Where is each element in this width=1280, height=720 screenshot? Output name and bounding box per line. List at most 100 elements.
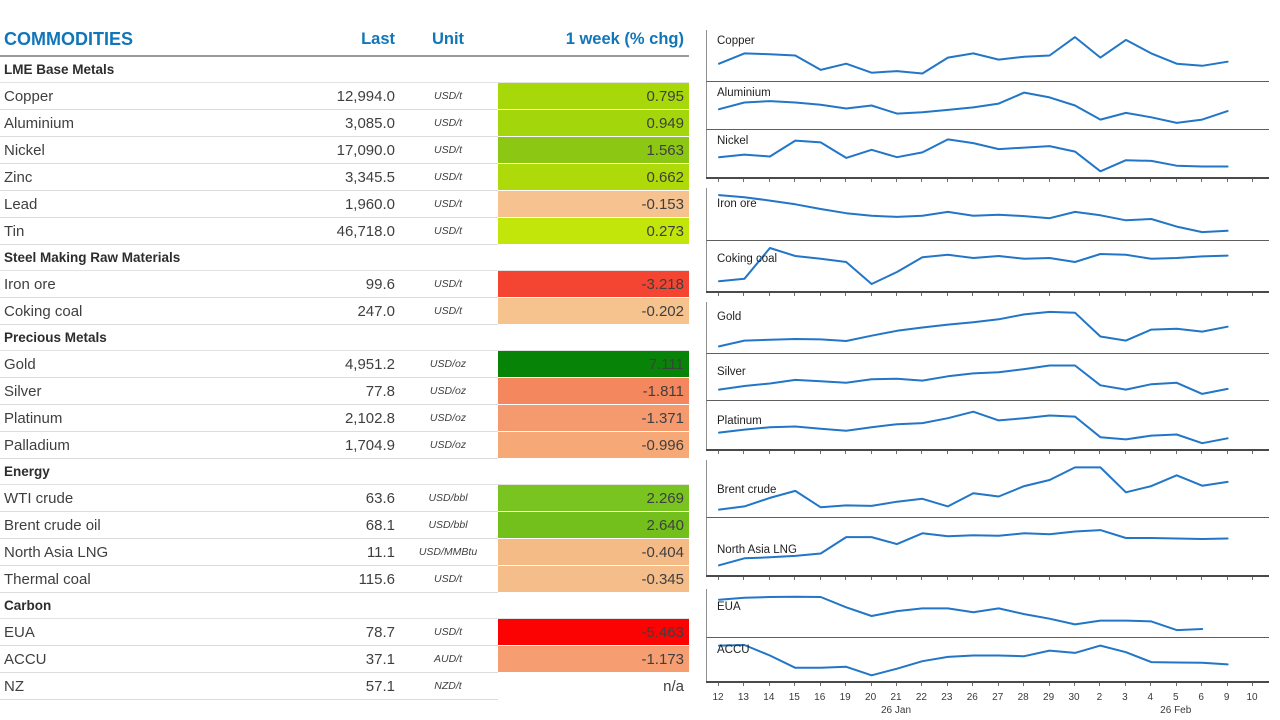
tick-mark [743, 577, 745, 580]
tick-mark [1226, 577, 1228, 580]
tick-mark [845, 451, 847, 454]
tick-mark [718, 179, 719, 182]
tick-mark [794, 293, 796, 296]
axis-tick-row [706, 179, 1269, 183]
tick-mark [1099, 179, 1101, 182]
chart-title-iron-ore: Iron ore [717, 198, 757, 210]
sparkline-line-north-asia-lng [718, 529, 1229, 567]
tick-mark [1150, 683, 1152, 686]
change-value: 2.640 [498, 512, 689, 539]
tick-mark [1048, 683, 1050, 686]
table-row-silver: Silver 77.8 USD/oz -1.811 [0, 378, 689, 405]
tick-mark [946, 577, 948, 580]
tick-mark [1252, 293, 1254, 296]
change-value: 0.662 [498, 164, 689, 191]
tick-mark [794, 179, 796, 182]
x-tick-label: 30 [1068, 692, 1080, 703]
tick-mark [845, 577, 847, 580]
tick-mark [896, 293, 897, 296]
commodity-name: Copper [0, 83, 336, 110]
last-value: 37.1 [336, 646, 398, 673]
tick-mark [1074, 683, 1076, 686]
table-row-wti-crude: WTI crude 63.6 USD/bbl 2.269 [0, 485, 689, 512]
table-row-tin: Tin 46,718.0 USD/t 0.273 [0, 218, 689, 245]
last-value: 17,090.0 [336, 137, 398, 164]
tick-mark [794, 683, 796, 686]
tick-mark [845, 179, 847, 182]
unit-label: USD/t [398, 271, 498, 298]
sparkline-iron-ore: Iron ore [706, 188, 1269, 240]
tick-mark [768, 683, 770, 686]
change-value: -1.173 [498, 646, 689, 673]
section-label: Precious Metals [0, 325, 336, 351]
chart-group: Gold Silver Platinum [706, 302, 1269, 455]
tick-mark [1201, 451, 1203, 454]
unit-label: USD/t [398, 83, 498, 110]
unit-label: USD/oz [398, 405, 498, 432]
chart-title-gold: Gold [717, 311, 742, 323]
commodity-name: Palladium [0, 432, 336, 459]
tick-mark [946, 683, 948, 686]
sparkline-platinum: Platinum [706, 400, 1269, 449]
tick-mark [870, 179, 872, 182]
tick-mark [1048, 293, 1050, 296]
tick-mark [972, 577, 974, 580]
commodity-name: Thermal coal [0, 566, 336, 593]
x-tick-label: 2 [1096, 692, 1103, 703]
change-value: 7.111 [498, 351, 689, 378]
x-axis-labels: 12 13 14 15 16 19 20 21 22 23 26 27 28 29 30 2 3 4 5 6 9 10 [706, 692, 1269, 705]
tick-mark [768, 577, 770, 580]
unit-label: USD/oz [398, 378, 498, 405]
commodities-table: COMMODITIES Last Unit 1 week (% chg) LME… [0, 24, 689, 700]
x-tick-label: 13 [737, 692, 749, 703]
tick-mark [896, 683, 897, 686]
chart-title-brent-crude: Brent crude [717, 484, 777, 496]
x-tick-label: 23 [941, 692, 953, 703]
sparkline-line-iron-ore [718, 194, 1229, 234]
commodity-name: Brent crude oil [0, 512, 336, 539]
last-value: 3,345.5 [336, 164, 398, 191]
sparkline-line-nickel [718, 138, 1229, 173]
column-header-last: Last [361, 30, 395, 48]
tick-mark [921, 683, 923, 686]
sparkline-nickel: Nickel [706, 129, 1269, 177]
x-tick-label: 6 [1198, 692, 1204, 703]
table-row-accu: ACCU 37.1 AUD/t -1.173 [0, 646, 689, 673]
chart-title-aluminium: Aluminium [717, 87, 771, 99]
change-value: -3.218 [498, 271, 689, 298]
tick-mark [997, 683, 999, 686]
column-header-1-week-change: 1 week (% chg) [565, 30, 684, 48]
tick-mark [1226, 683, 1228, 686]
tick-mark [1150, 577, 1152, 580]
tick-mark [1023, 293, 1025, 296]
tick-mark [1201, 577, 1203, 580]
last-value: 12,994.0 [336, 83, 398, 110]
tick-mark [1074, 577, 1076, 580]
x-tick-label: 10 [1246, 692, 1258, 703]
tick-mark [819, 179, 821, 182]
sparkline-eua: EUA [706, 589, 1269, 637]
last-value: 78.7 [336, 619, 398, 646]
tick-mark [845, 293, 847, 296]
tick-mark [1201, 683, 1203, 686]
commodity-name: Coking coal [0, 298, 336, 325]
section-label: Carbon [0, 593, 336, 619]
tick-mark [718, 577, 719, 580]
chart-title-north-asia-lng: North Asia LNG [717, 544, 797, 556]
table-body: LME Base Metals Copper 12,994.0 USD/t 0.795 A… [0, 57, 689, 700]
change-value: -0.345 [498, 566, 689, 593]
axis-tick-row [706, 577, 1269, 581]
x-tick-label: 28 [1017, 692, 1029, 703]
last-value: 57.1 [336, 673, 398, 700]
section-label: Energy [0, 459, 336, 485]
tick-mark [819, 293, 821, 296]
last-value: 2,102.8 [336, 405, 398, 432]
tick-mark [1023, 683, 1025, 686]
tick-mark [997, 577, 999, 580]
tick-mark [718, 293, 719, 296]
sparkline-line-eua [718, 595, 1204, 632]
change-value: -0.202 [498, 298, 689, 325]
table-row-palladium: Palladium 1,704.9 USD/oz -0.996 [0, 432, 689, 459]
last-value: 99.6 [336, 271, 398, 298]
change-value: -5.463 [498, 619, 689, 646]
